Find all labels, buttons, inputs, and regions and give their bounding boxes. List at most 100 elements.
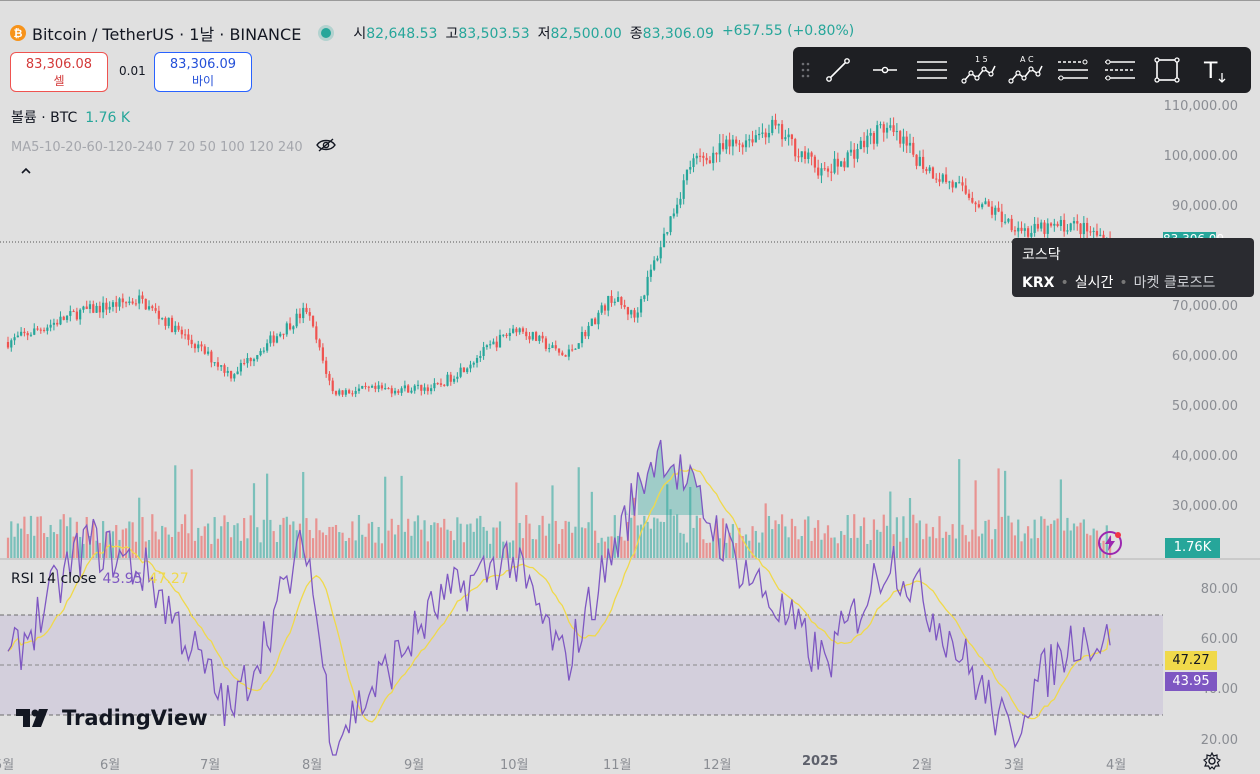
candle-body [462,367,466,373]
candle-body [1010,218,1013,231]
candle-body [85,306,88,309]
buy-button[interactable]: 83,306.09 바이 [154,52,252,92]
volume-bar [1056,518,1059,558]
volume-bar [899,541,902,558]
candle-body [39,329,42,331]
parallel-channel-icon[interactable] [910,50,954,90]
volume-bar [800,536,803,558]
volume-bar [374,542,377,558]
candle-body [400,388,403,393]
candle-body [154,308,157,311]
volume-bar [1033,519,1036,558]
volume-bar [380,543,384,558]
volume-bar [1063,530,1066,558]
candle-body [754,135,757,143]
volume-bar [256,527,259,558]
candle-body [1069,223,1072,231]
horizontal-ray-icon[interactable] [863,50,907,90]
candle-body [384,388,387,390]
candle-body [229,370,233,379]
abcd-pattern-icon[interactable]: A C [1004,50,1048,90]
candle-body [938,179,941,182]
flash-icon[interactable] [1096,529,1124,561]
volume-bar [702,539,705,558]
volume-bar [1040,516,1043,558]
volume-bars [6,459,1112,558]
candle-body [748,139,751,141]
eye-hidden-icon[interactable] [315,137,337,157]
candle-body [557,348,561,353]
volume-bar [561,529,564,558]
volume-bar [666,484,669,558]
sell-button[interactable]: 83,306.08 셀 [10,52,108,92]
volume-bar [20,528,23,558]
volume-bar [315,518,318,558]
volume-bar [682,533,685,558]
candle-body [249,358,252,362]
candle-body [426,387,429,392]
candle-body [521,328,525,332]
rectangle-icon[interactable] [1145,50,1189,90]
fib-retracement-icon[interactable] [1051,50,1095,90]
candle-body [134,303,138,305]
volume-bar [866,543,869,558]
price-axis-label: 50,000.00 [1171,399,1238,414]
fib-channel-icon[interactable] [1098,50,1142,90]
candle-body [843,161,846,168]
candle-body [964,185,967,194]
candle-body [1013,230,1017,232]
volume-bar [1099,542,1102,558]
volume-bar [52,532,56,558]
candle-body [1079,223,1082,235]
candle-body [403,385,406,389]
candle-body [285,323,288,335]
volume-bar [1102,540,1105,558]
candle-body [587,325,590,337]
trend-line-icon[interactable] [816,50,860,90]
candle-body [1004,221,1007,223]
candle-body [377,385,380,389]
volume-bar [846,515,849,558]
volume-bar [36,516,39,558]
volume-bar [1017,519,1020,558]
volume-bar [731,524,734,558]
rsi-legend[interactable]: RSI 14 close 43.95 47.27 [11,571,189,587]
volume-bar [712,537,715,558]
volume-bar [967,541,971,558]
settings-gear-icon[interactable] [1202,751,1222,774]
candle-body [758,133,761,136]
candle-body [1033,223,1036,233]
grip-icon[interactable] [799,55,813,85]
volume-bar [49,524,52,558]
volume-bar [774,520,777,558]
symbol-title[interactable]: Bitcoin / TetherUS · 1날 · BINANCE [32,25,302,44]
tradingview-logo[interactable]: TradingView [16,706,207,730]
rsi-axis-label: 60.00 [1200,632,1238,647]
candle-body [741,144,744,148]
candle-body [239,363,242,372]
candle-body [928,167,931,172]
volume-bar [1036,538,1040,558]
elliott-wave-icon[interactable]: 1 5 [957,50,1001,90]
volume-bar [154,531,157,558]
ma-legend[interactable]: MA5-10-20-60-120-240 7 20 50 100 120 240 [11,137,337,157]
volume-bar [1059,479,1062,558]
time-axis-label: 2월 [912,758,933,773]
collapse-legend-chevron-up-icon[interactable] [20,164,32,180]
candle-body [111,302,115,307]
candle-body [872,132,876,144]
candle-body [59,316,62,325]
text-icon[interactable]: T [1192,50,1236,90]
tooltip-exchange: KRX [1022,275,1055,291]
candle-body [1036,223,1040,229]
volume-bar [574,526,577,558]
volume-legend[interactable]: 볼륨 · BTC 1.76 K [11,107,130,127]
candle-body [954,182,958,188]
rsi-tag: 43.95 [1165,672,1217,691]
volume-bar [823,533,826,558]
candle-body [423,387,426,391]
candle-body [446,374,449,386]
volume-bar [203,526,206,558]
candle-body [679,198,682,205]
